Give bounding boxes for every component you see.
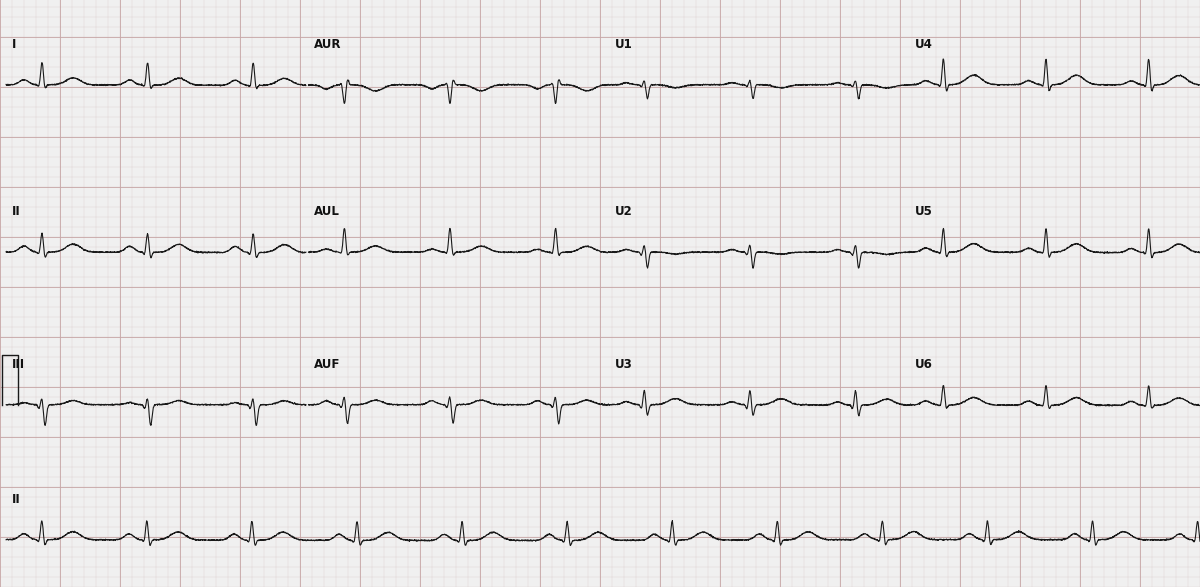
Text: AUF: AUF [314, 358, 341, 371]
Text: U6: U6 [914, 358, 932, 371]
Text: U3: U3 [614, 358, 632, 371]
Text: U2: U2 [614, 205, 632, 218]
Text: AUR: AUR [314, 38, 342, 51]
Text: U5: U5 [914, 205, 932, 218]
Text: I: I [12, 38, 17, 51]
Text: U1: U1 [614, 38, 632, 51]
Text: AUL: AUL [314, 205, 341, 218]
Text: II: II [12, 205, 20, 218]
Text: III: III [12, 358, 25, 371]
Text: II: II [12, 493, 20, 506]
Text: U4: U4 [914, 38, 932, 51]
